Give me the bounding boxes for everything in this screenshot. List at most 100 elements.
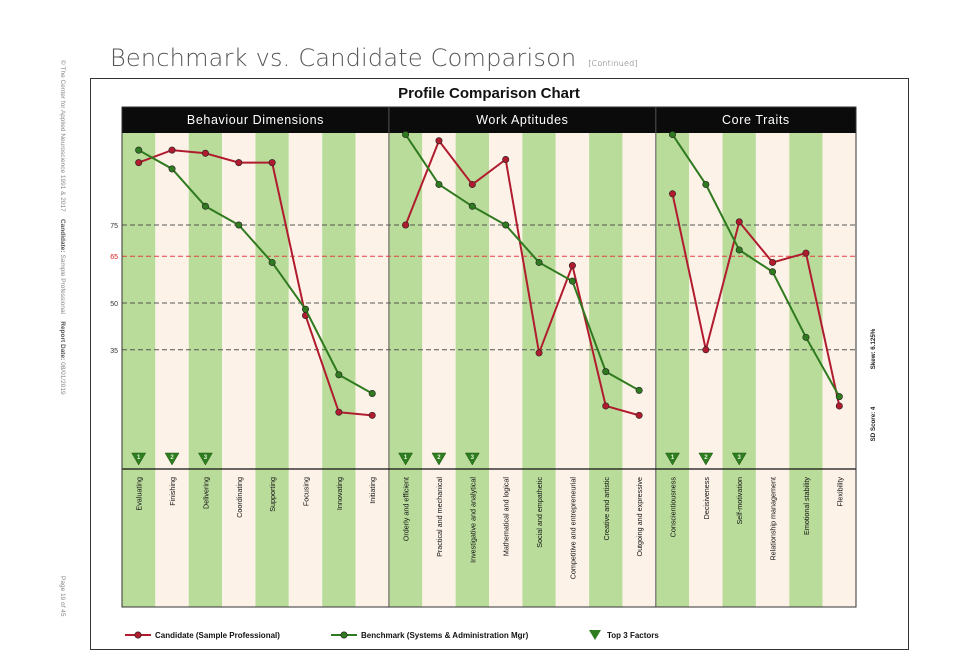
series-point (468, 202, 476, 210)
group-header-bg (655, 107, 856, 133)
top3-marker (197, 452, 213, 466)
category-label: Competitive and entrepreneurial (568, 477, 577, 580)
chart-frame: Profile Comparison Chart Behaviour Dimens… (90, 78, 909, 650)
top3-rank: 1 (671, 455, 675, 461)
series-point (668, 190, 676, 198)
category-label: Investigative and analytical (468, 477, 477, 563)
category-label: Social and empathetic (535, 477, 544, 548)
series-point (502, 221, 510, 229)
column-band (655, 133, 690, 607)
profile-chart: Profile Comparison Chart Behaviour Dimens… (110, 85, 877, 640)
skew-label: Skew: 6.125% (870, 328, 877, 369)
series-point (802, 249, 810, 257)
series-point (435, 180, 443, 188)
series-point (502, 155, 510, 163)
series-point (235, 221, 243, 229)
y-tick-label: 35 (110, 348, 118, 355)
series-point (735, 218, 743, 226)
side-candidate-value: Sample Professional (59, 254, 66, 315)
series-point (335, 371, 343, 379)
top3-rank: 1 (137, 455, 141, 461)
series-point (368, 411, 376, 419)
y-tick-label: 75 (110, 223, 118, 230)
column-band (288, 133, 323, 607)
series-point (635, 411, 643, 419)
side-page-text: Page 19 of 45 (59, 576, 66, 617)
category-label: Initiating (368, 477, 377, 504)
top3-marker (665, 452, 680, 466)
series-line (138, 149, 373, 417)
chart-title: Profile Comparison Chart (398, 85, 580, 102)
column-band (755, 133, 790, 607)
category-label: Mathematical and logical (502, 477, 511, 557)
page-title: Benchmark vs. Candidate Comparison [Cont… (110, 44, 638, 72)
series-point (201, 149, 209, 157)
series-point (702, 346, 710, 354)
column-band (122, 133, 156, 607)
category-label: Emotional stability (802, 477, 811, 535)
page-title-suffix: [Continued] (588, 59, 638, 68)
group-header-label: Work Aptitudes (476, 113, 568, 127)
column-band (622, 133, 656, 607)
column-band (222, 133, 256, 607)
series-point (835, 402, 843, 410)
category-label: Delivering (201, 477, 210, 509)
top3-marker (464, 452, 480, 466)
series-point (635, 386, 643, 394)
column-band (322, 133, 356, 607)
column-band (689, 133, 723, 607)
series-point (735, 246, 743, 254)
series-point (769, 268, 777, 276)
series-point (168, 165, 176, 173)
series-point (268, 159, 276, 167)
column-band (155, 133, 189, 607)
column-band (355, 133, 389, 607)
top3-marker (398, 452, 414, 466)
page-title-text: Benchmark vs. Candidate Comparison (110, 44, 577, 72)
top3-marker (698, 452, 714, 466)
y-tick-label: 50 (110, 301, 118, 308)
category-label: Coordinating (235, 477, 244, 518)
series-line (671, 133, 841, 398)
series-point (769, 258, 777, 266)
series-point (402, 131, 410, 139)
series-point (835, 393, 843, 401)
y-tick-label: 65 (110, 254, 118, 261)
plot-border (121, 106, 857, 608)
side-copyright: © The Center for Applied Neuroscience 19… (59, 60, 66, 395)
category-label: Relationship management (769, 477, 778, 561)
series-point (568, 262, 576, 270)
series-point (535, 258, 543, 266)
category-label: Finishing (168, 477, 177, 506)
series-point (435, 137, 443, 145)
category-label: Creative and artistic (602, 477, 611, 541)
column-band (255, 133, 289, 607)
category-label: Innovating (335, 477, 344, 510)
series-point (602, 402, 610, 410)
top3-rank: 2 (437, 455, 441, 461)
top3-rank: 3 (738, 455, 742, 461)
series-point (135, 159, 143, 167)
series-point (535, 349, 543, 357)
sd-score-label: SD Score: 4 (870, 406, 877, 441)
series-point (368, 389, 376, 397)
category-label: Practical and mechanical (435, 477, 444, 557)
series-point (168, 146, 176, 154)
top3-marker (431, 452, 447, 466)
column-band (789, 133, 823, 607)
series-point (201, 202, 209, 210)
series-point (802, 333, 810, 341)
column-band (388, 133, 423, 607)
legend-benchmark-label: Benchmark (Systems & Administration Mgr) (361, 631, 529, 640)
series-point (702, 180, 710, 188)
top3-rank: 1 (404, 455, 408, 461)
category-label: Flexibility (835, 477, 844, 507)
top3-rank: 2 (704, 455, 708, 461)
top3-marker (731, 452, 747, 466)
series-line (138, 149, 373, 395)
column-band (722, 133, 756, 607)
category-label: Focusing (302, 477, 311, 506)
group-header-bg (388, 107, 656, 133)
series-point (602, 368, 610, 376)
series-point (468, 180, 476, 188)
